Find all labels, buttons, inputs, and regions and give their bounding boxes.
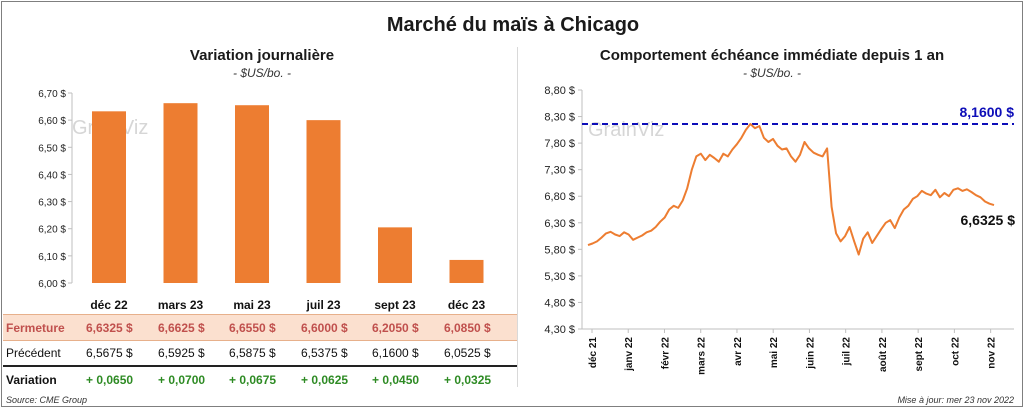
y-tick-label: 6,20 $ [38, 225, 66, 236]
table-cell: + 0,0625 [301, 373, 349, 387]
table-cell: + 0,0325 [444, 373, 492, 387]
bar [92, 111, 126, 283]
table-cell: 6,6550 $ [229, 321, 276, 335]
x-tick-label: avr 22 [733, 337, 744, 366]
last-value-label: 6,6325 $ [961, 212, 1016, 228]
table-cell: + 0,0450 [372, 373, 420, 387]
table-row-close: Fermeture 6,6325 $ 6,6625 $ 6,6550 $ 6,6… [3, 314, 517, 341]
x-tick-label: janv 22 [624, 337, 635, 372]
reference-label: 8,1600 $ [960, 104, 1015, 120]
x-tick-label: mars 23 [158, 298, 204, 312]
bar-chart: GrainViz 6,70 $6,60 $6,50 $6,40 $6,30 $6… [38, 89, 486, 312]
x-tick-label: oct 22 [950, 337, 961, 366]
table-cell: 6,5875 $ [229, 346, 276, 360]
y-tick-label: 4,80 $ [544, 297, 575, 309]
table-cell: + 0,0700 [158, 373, 206, 387]
bar [306, 120, 341, 283]
price-line [587, 123, 995, 256]
y-tick-label: 6,40 $ [38, 170, 66, 181]
x-tick-label: nov 22 [987, 337, 998, 369]
line-chart: GrainViz 8,80 $ 8,30 $ 7,80 $ 7,30 $ 6,80 $ 6… [544, 85, 1016, 375]
bar [449, 259, 484, 283]
panel-divider [517, 47, 518, 387]
table-cell: 6,5675 $ [86, 346, 133, 360]
x-tick-label: févr 22 [660, 337, 671, 370]
row-label: Fermeture [6, 321, 65, 335]
y-tick-label: 5,30 $ [544, 271, 575, 283]
table-cell: 6,0525 $ [444, 346, 491, 360]
x-tick-label: juin 22 [805, 337, 816, 370]
y-tick-label: 8,80 $ [544, 85, 575, 97]
table-cell: 6,6000 $ [301, 321, 348, 335]
left-chart-unit: - $US/bo. - [232, 66, 292, 80]
x-tick-label: juil 23 [305, 298, 340, 312]
table-row-previous: Précédent 6,5675 $ 6,5925 $ 6,5875 $ 6,5… [3, 340, 517, 367]
page-title: Marché du maïs à Chicago [386, 14, 640, 36]
x-tick-label: mai 22 [769, 337, 780, 369]
y-tick-label: 6,00 $ [38, 279, 66, 290]
x-tick-label: sept 23 [374, 298, 416, 312]
right-chart-unit: - $US/bo. - [742, 66, 802, 80]
y-tick-label: 7,80 $ [544, 138, 575, 150]
y-tick-label: 6,80 $ [544, 191, 575, 203]
y-tick-label: 8,30 $ [544, 112, 575, 124]
table-cell: + 0,0675 [229, 373, 277, 387]
x-tick-label: déc 23 [448, 298, 486, 312]
y-tick-label: 5,80 $ [544, 244, 575, 256]
table-cell: 6,1600 $ [372, 346, 419, 360]
bar [235, 105, 269, 283]
y-tick-label: 4,30 $ [544, 324, 575, 336]
y-tick-label: 6,10 $ [38, 252, 66, 263]
y-tick-label: 6,60 $ [38, 116, 66, 127]
table-cell: + 0,0650 [86, 373, 134, 387]
source-note: Source: CME Group [6, 395, 88, 405]
table-cell: 6,5925 $ [158, 346, 205, 360]
right-chart-title: Comportement échéance immédiate depuis 1… [599, 47, 945, 64]
row-label: Variation [6, 373, 57, 387]
y-tick-label: 6,70 $ [38, 89, 66, 100]
table-cell: 6,6625 $ [158, 321, 205, 335]
table-cell: 6,6325 $ [86, 321, 133, 335]
x-tick-label: juil 22 [842, 337, 853, 367]
y-tick-label: 7,30 $ [544, 165, 575, 177]
line-watermark: GrainViz [588, 119, 664, 141]
left-chart-title: Variation journalière [189, 47, 335, 64]
table-cell: 6,2050 $ [372, 321, 419, 335]
y-tick-label: 6,30 $ [544, 218, 575, 230]
update-note: Mise à jour: mer 23 nov 2022 [897, 395, 1014, 405]
bar [378, 227, 412, 283]
table-cell: 6,0850 $ [444, 321, 491, 335]
x-tick-label: sept 22 [914, 337, 925, 372]
row-label: Précédent [6, 346, 61, 360]
x-tick-label: déc 21 [588, 337, 599, 369]
bar [163, 103, 198, 283]
x-tick-label: mars 22 [697, 337, 708, 375]
y-tick-label: 6,30 $ [38, 198, 66, 209]
table-cell: 6,5375 $ [301, 346, 348, 360]
y-tick-label: 6,50 $ [38, 143, 66, 154]
x-tick-label: mai 23 [233, 298, 271, 312]
x-tick-label: août 22 [878, 337, 889, 372]
x-tick-label: déc 22 [90, 298, 128, 312]
table-row-variation: Variation + 0,0650 + 0,0700 + 0,0675 + 0… [3, 367, 517, 392]
